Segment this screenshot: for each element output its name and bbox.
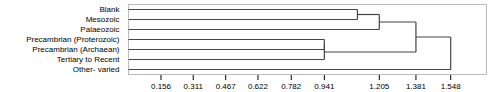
svg-text:Palaeozoic: Palaeozoic [80,25,119,34]
svg-text:Tertiary to Recent: Tertiary to Recent [57,55,120,64]
svg-text:Precambrian (Proterozoic): Precambrian (Proterozoic) [26,35,120,44]
svg-text:Mesozoic: Mesozoic [86,15,120,24]
svg-text:0.622: 0.622 [248,82,269,91]
svg-text:0.311: 0.311 [184,82,204,91]
svg-text:0.941: 0.941 [314,82,335,91]
svg-text:Blank: Blank [99,5,120,14]
svg-text:1.548: 1.548 [441,82,462,91]
svg-text:Precambrian (Archaean): Precambrian (Archaean) [32,45,119,54]
svg-text:1.381: 1.381 [406,82,427,91]
svg-text:0.467: 0.467 [216,82,237,91]
svg-text:0.782: 0.782 [281,82,302,91]
svg-text:Other- varied: Other- varied [73,65,120,74]
svg-text:1.205: 1.205 [369,82,390,91]
svg-text:0.156: 0.156 [151,82,172,91]
